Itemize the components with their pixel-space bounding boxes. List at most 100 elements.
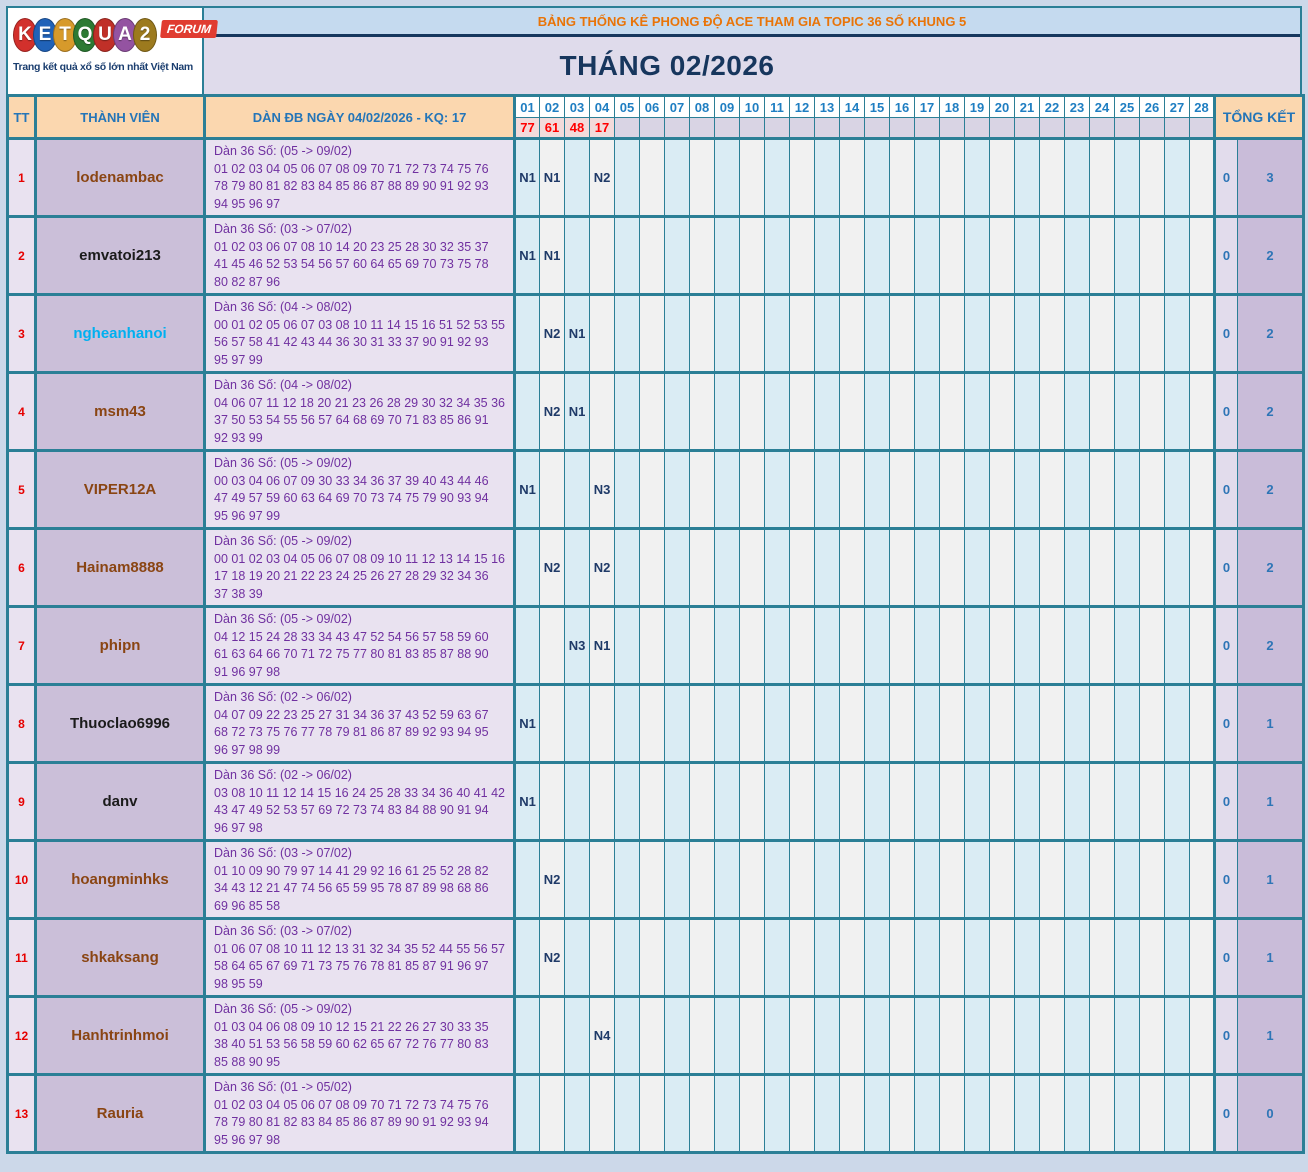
day-cell (689, 839, 715, 919)
day-cell (689, 1073, 715, 1153)
day-cell (989, 683, 1015, 763)
day-cell (689, 527, 715, 607)
day-cell (639, 683, 665, 763)
day-cell (814, 761, 840, 841)
day-column-header: 05 (614, 95, 640, 118)
day-cell (739, 761, 765, 841)
dan-numbers: 01 03 04 06 08 09 10 12 15 21 22 26 27 3… (214, 1019, 489, 1069)
member-name: Hanhtrinhmoi (34, 995, 205, 1075)
day-cell (1139, 449, 1165, 529)
day-cell (739, 917, 765, 997)
row-number: 13 (7, 1073, 36, 1153)
day-cell (689, 137, 715, 217)
day-cell (1039, 1073, 1065, 1153)
day-column-header: 26 (1139, 95, 1165, 118)
day-cell (664, 995, 690, 1075)
dan-numbers: 03 08 10 11 12 14 15 16 24 25 28 33 34 3… (214, 785, 506, 835)
day-cell (814, 1073, 840, 1153)
day-cell (1039, 293, 1065, 373)
day-column-header: 24 (1089, 95, 1115, 118)
day-cell (614, 449, 640, 529)
row-number: 8 (7, 683, 36, 763)
day-result-cell (1039, 117, 1065, 139)
dan-numbers: 01 02 03 04 05 06 07 08 09 70 71 72 73 7… (214, 161, 489, 211)
day-cell (639, 449, 665, 529)
day-cell (539, 683, 565, 763)
day-cell (889, 995, 915, 1075)
day-cell (513, 839, 540, 919)
day-cell (889, 683, 915, 763)
day-cell (989, 215, 1015, 295)
stats-table: TT THÀNH VIÊN DÀN ĐB NGÀY 04/02/2026 - KQ:… (6, 94, 1305, 1154)
day-cell (739, 605, 765, 685)
day-cell (1089, 137, 1115, 217)
day-cell (914, 917, 940, 997)
day-cell (964, 605, 990, 685)
day-cell (864, 995, 890, 1075)
dan-range-label: Dàn 36 Số: (01 -> 05/02) (214, 1080, 352, 1094)
day-cell (739, 1073, 765, 1153)
dan-numbers-cell: Dàn 36 Số: (03 -> 07/02) 01 06 07 08 10 1… (203, 917, 515, 997)
day-cell (513, 371, 540, 451)
day-cell (539, 995, 565, 1075)
day-cell (689, 683, 715, 763)
day-cell (839, 995, 865, 1075)
member-name: msm43 (34, 371, 205, 451)
day-cell (764, 1073, 790, 1153)
day-mark-cell: N4 (589, 995, 615, 1075)
day-cell (939, 761, 965, 841)
day-cell (814, 137, 840, 217)
day-cell (1164, 995, 1190, 1075)
day-cell (989, 995, 1015, 1075)
day-cell (1014, 839, 1040, 919)
day-cell (664, 917, 690, 997)
day-cell (614, 605, 640, 685)
tongket-hit-count: 1 (1237, 995, 1304, 1075)
day-mark-cell: N2 (539, 293, 565, 373)
day-cell (664, 137, 690, 217)
day-cell (664, 449, 690, 529)
row-number: 3 (7, 293, 36, 373)
day-column-header: 16 (889, 95, 915, 118)
day-mark-cell: N1 (513, 137, 540, 217)
day-cell (1089, 917, 1115, 997)
dan-numbers-cell: Dàn 36 Số: (04 -> 08/02) 04 06 07 11 12 1… (203, 371, 515, 451)
dan-numbers-cell: Dàn 36 Số: (01 -> 05/02) 01 02 03 04 05 0… (203, 1073, 515, 1153)
day-cell (739, 215, 765, 295)
month-band: THÁNG 02/2026 (204, 37, 1300, 94)
dan-range-label: Dàn 36 Số: (03 -> 07/02) (214, 222, 352, 236)
day-cell (839, 1073, 865, 1153)
day-cell (839, 683, 865, 763)
day-cell (864, 449, 890, 529)
day-cell (764, 293, 790, 373)
day-column-header: 25 (1114, 95, 1140, 118)
day-cell (839, 839, 865, 919)
day-cell (714, 839, 740, 919)
day-cell (1014, 761, 1040, 841)
row-number: 12 (7, 995, 36, 1075)
day-cell (1114, 449, 1140, 529)
day-cell (539, 605, 565, 685)
dan-range-label: Dàn 36 Số: (05 -> 09/02) (214, 144, 352, 158)
day-cell (1189, 137, 1215, 217)
day-cell (639, 527, 665, 607)
tongket-hit-count: 2 (1237, 215, 1304, 295)
dan-numbers: 01 02 03 06 07 08 10 14 20 23 25 28 30 3… (214, 239, 489, 289)
day-cell (964, 527, 990, 607)
day-cell (513, 293, 540, 373)
day-cell (864, 215, 890, 295)
day-cell (564, 215, 590, 295)
day-cell (939, 215, 965, 295)
day-cell (989, 449, 1015, 529)
day-column-header: 15 (864, 95, 890, 118)
member-name: Thuoclao6996 (34, 683, 205, 763)
day-cell (1014, 137, 1040, 217)
day-mark-cell: N1 (539, 137, 565, 217)
day-cell (1089, 293, 1115, 373)
forum-badge[interactable]: FORUM (160, 20, 218, 38)
day-cell (1164, 215, 1190, 295)
day-result-cell (989, 117, 1015, 139)
dan-numbers: 00 03 04 06 07 09 30 33 34 36 37 39 40 4… (214, 473, 489, 523)
dan-numbers: 00 01 02 05 06 07 03 08 10 11 14 15 16 5… (214, 317, 506, 367)
